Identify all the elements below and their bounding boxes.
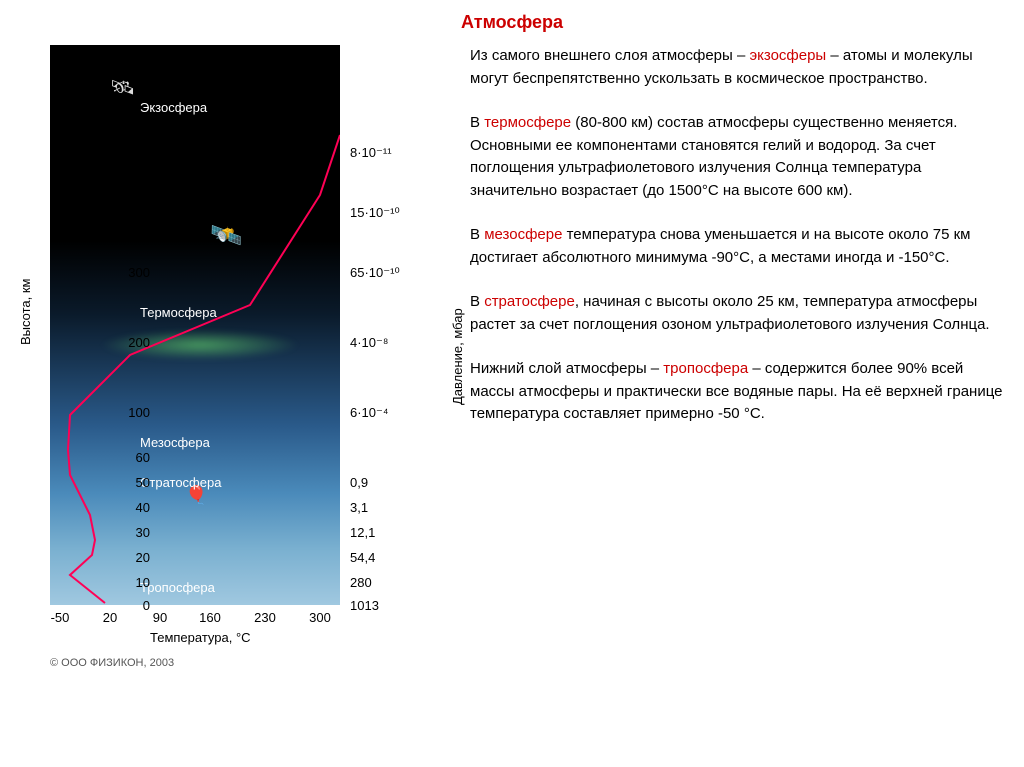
satellite-icon: 🛰 [110, 75, 135, 100]
layer-troposphere: Тропосфера [140, 580, 215, 595]
text-area: Из самого внешнего слоя атмосферы – экзо… [450, 45, 1014, 655]
y-tick: 60 [100, 450, 150, 465]
sky-gradient [50, 45, 340, 605]
text: Нижний слой атмосферы – [470, 360, 663, 377]
term-troposphere: тропосфера [663, 360, 748, 377]
para-troposphere: Нижний слой атмосферы – тропосфера – сод… [470, 358, 1004, 426]
term-mesosphere: мезосфере [484, 226, 562, 243]
y-tick: 10 [100, 575, 150, 590]
x-tick: 90 [140, 610, 180, 625]
pressure-tick: 3,1 [350, 500, 368, 515]
y-tick: 1800 [100, 55, 150, 70]
copyright-text: © ООО ФИЗИКОН, 2003 [50, 657, 174, 669]
y-tick: 300 [100, 265, 150, 280]
y-tick: 40 [100, 500, 150, 515]
x-tick: 300 [300, 610, 340, 625]
pressure-tick: 54,4 [350, 550, 375, 565]
para-mesosphere: В мезосфере температура снова уменьшаетс… [470, 224, 1004, 269]
text: В [470, 293, 484, 310]
layer-stratosphere: Стратосфера [140, 475, 221, 490]
y-tick: 500 [100, 205, 150, 220]
term-thermosphere: термосфере [484, 114, 571, 131]
pressure-tick: 65·10⁻¹⁰ [350, 265, 400, 281]
diagram-area: 🛰 🛰️ 🎈 Экзосфера Термосфера Мезосфера Ст… [10, 45, 450, 655]
atmosphere-diagram: 🛰 🛰️ 🎈 Экзосфера Термосфера Мезосфера Ст… [50, 45, 450, 655]
layer-exosphere: Экзосфера [140, 100, 207, 115]
term-stratosphere: стратосфере [484, 293, 575, 310]
pressure-tick: 8·10⁻¹¹ [350, 145, 392, 161]
para-thermosphere: В термосфере (80-800 км) состав атмосфер… [470, 112, 1004, 202]
layer-mesosphere: Мезосфера [140, 435, 210, 450]
pressure-tick: 12,1 [350, 525, 375, 540]
y-axis-label: Высота, км [18, 279, 33, 346]
text: В [470, 226, 484, 243]
layer-thermosphere: Термосфера [140, 305, 217, 320]
y-tick: 100 [100, 405, 150, 420]
pressure-tick: 15·10⁻¹⁰ [350, 205, 400, 221]
x-tick: 230 [245, 610, 285, 625]
pressure-tick: 0,9 [350, 475, 368, 490]
y-tick: 1000 [100, 135, 150, 150]
spacecraft-icon: 🛰️ [210, 220, 242, 251]
x-axis-label: Температура, °C [150, 630, 251, 645]
para-stratosphere: В стратосфере, начиная с высоты около 25… [470, 291, 1004, 336]
y-tick: 30 [100, 525, 150, 540]
x-tick: -50 [40, 610, 80, 625]
pressure-tick: 1013 [350, 598, 379, 613]
text: В [470, 114, 484, 131]
pressure-axis-label: Давление, мбар [450, 308, 465, 405]
main-container: 🛰 🛰️ 🎈 Экзосфера Термосфера Мезосфера Ст… [0, 45, 1024, 655]
pressure-tick: 280 [350, 575, 372, 590]
para-exosphere: Из самого внешнего слоя атмосферы – экзо… [470, 45, 1004, 90]
page-title: Атмосфера [0, 0, 1024, 45]
term-exosphere: экзосферы [749, 47, 826, 64]
x-tick: 160 [190, 610, 230, 625]
y-tick: 50 [100, 475, 150, 490]
x-tick: 20 [90, 610, 130, 625]
text: Из самого внешнего слоя атмосферы – [470, 47, 749, 64]
y-tick: 200 [100, 335, 150, 350]
pressure-tick: 6·10⁻⁴ [350, 405, 388, 421]
y-tick: 20 [100, 550, 150, 565]
pressure-tick: 4·10⁻⁸ [350, 335, 388, 351]
